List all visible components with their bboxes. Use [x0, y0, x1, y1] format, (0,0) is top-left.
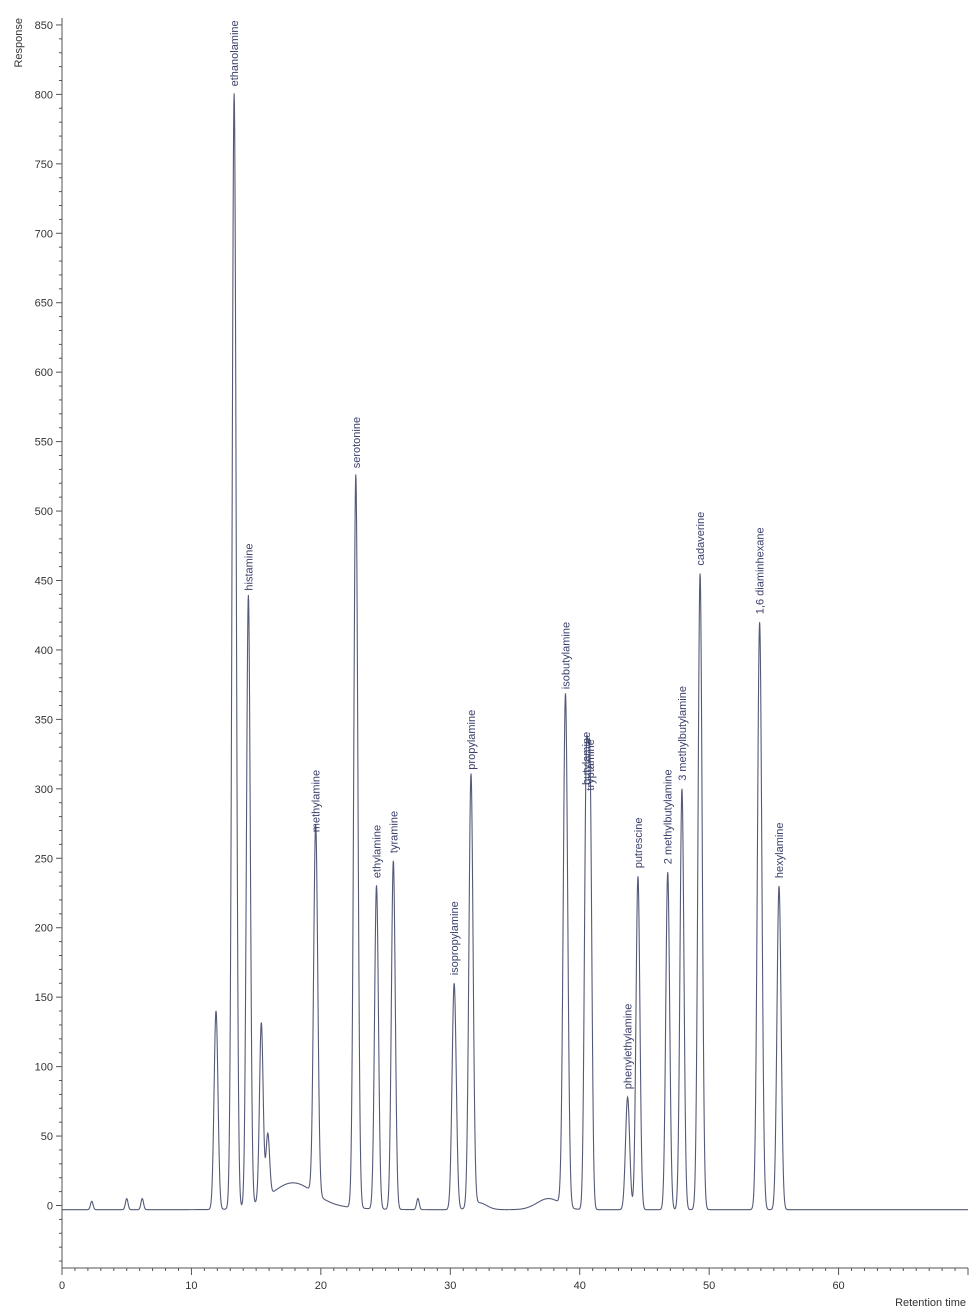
peak-label: ethylamine [372, 825, 384, 878]
peak-label: ethanolamine [229, 20, 241, 86]
x-tick-label: 10 [185, 1280, 197, 1292]
y-tick-label: 600 [35, 367, 53, 379]
y-tick-label: 650 [35, 298, 53, 310]
y-tick-label: 50 [41, 1131, 53, 1143]
peak-label: 2 methylbutylamine [663, 769, 675, 864]
y-axis-title: Response [13, 18, 25, 68]
peak-labels: ethanolamine histamine methylamine serotoni… [229, 20, 786, 1089]
y-tick-label: 450 [35, 576, 53, 588]
y-tick-label: 800 [35, 89, 53, 101]
x-tick-label: 40 [574, 1280, 586, 1292]
y-tick-label: 300 [35, 784, 53, 796]
y-tick-label: 850 [35, 20, 53, 32]
peak-label: 1,6 diaminhexane [755, 527, 767, 614]
peak-label: isobutylamine [561, 622, 573, 689]
peak-label: propylamine [466, 710, 478, 770]
y-tick-label: 150 [35, 992, 53, 1004]
peak-label: tryptamine [585, 739, 597, 790]
x-tick-label: 60 [832, 1280, 844, 1292]
x-tick-label: 30 [444, 1280, 456, 1292]
x-axis-ticks: 0 10 20 30 40 50 60 [59, 1268, 969, 1292]
y-axis-ticks: 0 50 100 150 200 250 300 350 400 450 500 550 600 650 7… [35, 20, 62, 1262]
peak-label: methylamine [311, 770, 323, 832]
peak-label: 3 methylbutylamine [677, 686, 689, 781]
peak-label: histamine [243, 544, 255, 591]
y-tick-label: 100 [35, 1062, 53, 1074]
peak-label: cadaverine [695, 512, 707, 566]
y-tick-label: 200 [35, 923, 53, 935]
peak-label: phenylethylamine [623, 1004, 635, 1090]
x-tick-label: 20 [315, 1280, 327, 1292]
y-tick-label: 700 [35, 228, 53, 240]
chromatogram-trace [62, 93, 968, 1211]
y-tick-label: 500 [35, 506, 53, 518]
peak-label: hexylamine [774, 822, 786, 878]
peak-label: butylamine [581, 732, 593, 785]
y-tick-label: 550 [35, 437, 53, 449]
x-tick-label: 0 [59, 1280, 65, 1292]
y-tick-label: 750 [35, 159, 53, 171]
peak-label: putrescine [633, 818, 645, 869]
y-tick-label: 0 [47, 1201, 53, 1213]
peak-label: isopropylamine [449, 901, 461, 975]
peak-label: serotonine [351, 417, 363, 468]
x-tick-label: 50 [703, 1280, 715, 1292]
x-axis-title: Retention time [895, 1297, 966, 1309]
y-tick-label: 250 [35, 853, 53, 865]
y-tick-label: 400 [35, 645, 53, 657]
y-tick-label: 350 [35, 714, 53, 726]
peak-label: tyramine [388, 811, 400, 853]
